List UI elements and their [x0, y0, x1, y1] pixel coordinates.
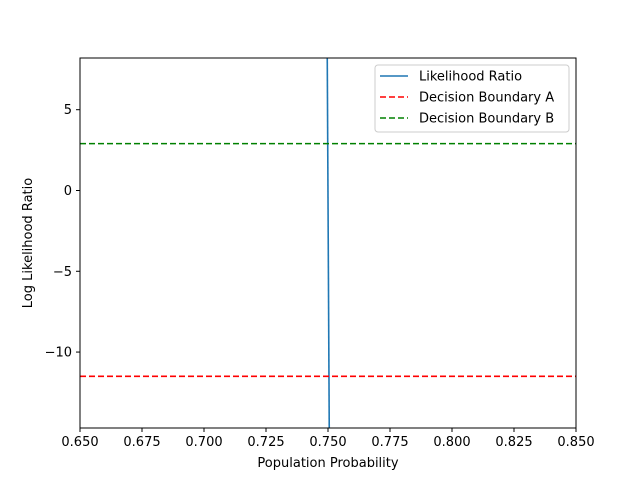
- y-axis-label: Log Likelihood Ratio: [21, 178, 36, 308]
- x-tick-label: 0.775: [371, 435, 408, 450]
- y-tick-label: 5: [64, 103, 72, 118]
- y-tick-label: −10: [45, 346, 72, 361]
- legend: Likelihood Ratio Decision Boundary A Decis…: [374, 64, 570, 133]
- x-tick-label: 0.800: [433, 435, 470, 450]
- series-line-likelihood-ratio: [326, 58, 331, 428]
- plot-area: [80, 58, 576, 428]
- x-tick-label: 0.650: [61, 435, 98, 450]
- y-tick-label: 0: [64, 184, 72, 199]
- x-tick-label: 0.750: [309, 435, 346, 450]
- x-axis-label: Population Probability: [257, 456, 398, 471]
- y-tick-label: −5: [53, 265, 72, 280]
- x-tick-label: 0.850: [557, 435, 594, 450]
- x-tick-label: 0.700: [185, 435, 222, 450]
- legend-label: Decision Boundary A: [419, 91, 554, 106]
- legend-label: Likelihood Ratio: [419, 70, 522, 85]
- axes-ticks: 0.650 0.675 0.700 0.725 0.750 0.775 0.800 0.825…: [45, 103, 595, 450]
- x-tick-label: 0.825: [495, 435, 532, 450]
- legend-label: Decision Boundary B: [419, 112, 554, 127]
- x-tick-label: 0.725: [247, 435, 284, 450]
- legend-box: [374, 64, 570, 133]
- x-tick-label: 0.675: [123, 435, 160, 450]
